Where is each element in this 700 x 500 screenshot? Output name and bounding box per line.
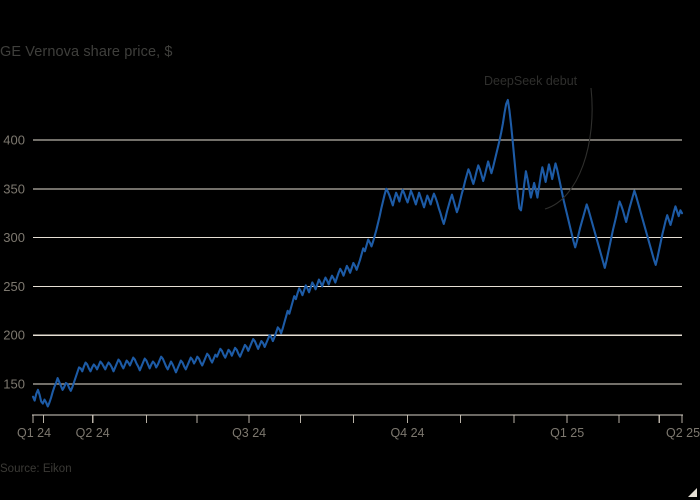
y-tick-label: 200: [3, 328, 25, 343]
ft-corner-mark-icon: [688, 488, 697, 497]
series-path: [31, 98, 684, 408]
data-series-line: [31, 98, 684, 408]
y-tick-label: 150: [3, 377, 25, 392]
x-axis-ticks: [32, 415, 683, 423]
y-tick-label: 250: [3, 279, 25, 294]
annotation-leader-arc: [544, 87, 593, 210]
y-tick-label: 400: [3, 133, 25, 148]
annotation-label: DeepSeek debut: [484, 74, 578, 88]
x-tick-label: Q2 25: [666, 426, 700, 440]
y-tick-label: 300: [3, 230, 25, 245]
x-tick-label: Q3 24: [232, 426, 266, 440]
chart-title: GE Vernova share price, $: [0, 44, 173, 60]
x-tick-label: Q1 25: [550, 426, 584, 440]
x-axis-tick-labels: Q1 24 Q2 24 Q3 24 Q4 24 Q1 25 Q2 25: [17, 426, 700, 440]
x-tick-label: Q1 24: [17, 426, 51, 440]
y-axis-tick-labels: 150 200 250 300 350 400: [3, 133, 25, 392]
x-tick-label: Q2 24: [76, 426, 110, 440]
source-note: Source: Eikon: [0, 463, 72, 475]
x-tick-label: Q4 24: [390, 426, 424, 440]
y-tick-label: 350: [3, 181, 25, 196]
gridlines: [33, 139, 682, 385]
annotation-deepseek-debut: DeepSeek debut: [484, 74, 593, 210]
